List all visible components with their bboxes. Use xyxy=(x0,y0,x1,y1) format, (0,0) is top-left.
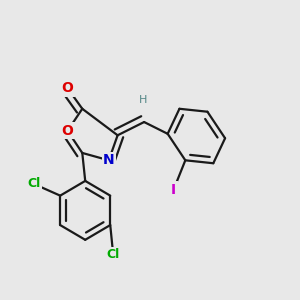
Text: Cl: Cl xyxy=(106,248,120,261)
Text: I: I xyxy=(171,183,176,197)
Text: Cl: Cl xyxy=(27,177,40,190)
Text: H: H xyxy=(139,95,148,105)
Text: O: O xyxy=(61,81,74,95)
Text: O: O xyxy=(61,124,74,138)
Text: N: N xyxy=(103,153,115,167)
